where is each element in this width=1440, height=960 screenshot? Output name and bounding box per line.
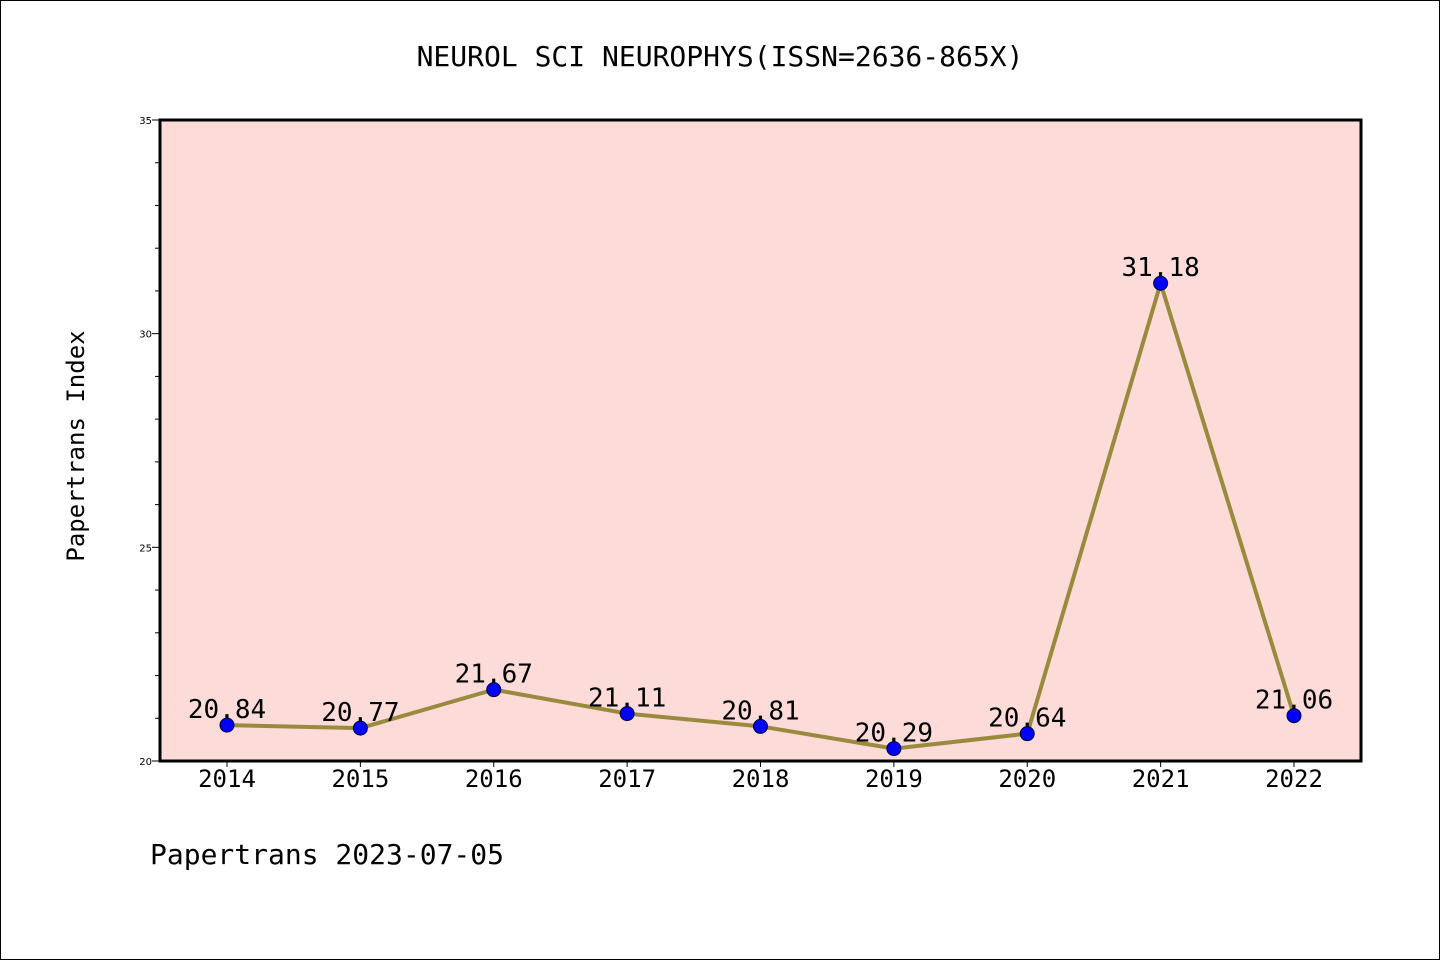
data-point xyxy=(753,718,768,734)
data-label: 21.06 xyxy=(1255,686,1333,716)
data-label: 21.67 xyxy=(455,660,533,690)
x-tick-label: 2021 xyxy=(1132,765,1190,793)
data-point xyxy=(619,706,635,722)
y-tick-label: 35 xyxy=(139,116,152,127)
x-tick-label: 2015 xyxy=(331,765,389,793)
data-point xyxy=(1153,275,1169,291)
series-group: 20.84 20.77 21.67 21.11 20.81 20.29 20.64 31.18… xyxy=(188,253,1333,757)
data-point xyxy=(886,741,902,757)
data-point xyxy=(1286,708,1302,724)
data-label: 20.64 xyxy=(988,704,1066,734)
data-label: 20.84 xyxy=(188,695,266,725)
x-tick-label: 2019 xyxy=(865,765,923,793)
y-tick-label: 30 xyxy=(139,330,152,341)
chart-title: NEUROL SCI NEUROPHYS(ISSN=2636-865X) xyxy=(417,40,1024,73)
y-tick-label: 25 xyxy=(139,543,152,554)
x-tick-label: 2018 xyxy=(732,765,790,793)
x-tick-label: 2022 xyxy=(1265,765,1323,793)
x-axis: 2014 2015 2016 2017 2018 2019 2020 2021 2022 xyxy=(198,761,1323,793)
data-point xyxy=(1019,726,1035,742)
x-tick-label: 2014 xyxy=(198,765,256,793)
y-axis-label: Papertrans Index xyxy=(62,330,90,561)
x-tick-label: 2017 xyxy=(598,765,656,793)
data-point xyxy=(352,720,368,736)
data-label: 20.77 xyxy=(321,698,399,728)
data-label: 31.18 xyxy=(1121,253,1199,283)
data-point xyxy=(219,717,235,733)
data-label: 21.11 xyxy=(588,684,666,714)
y-axis: 20 25 30 35 xyxy=(139,116,160,768)
y-tick-label: 20 xyxy=(139,757,152,768)
data-point xyxy=(486,682,502,698)
x-tick-label: 2016 xyxy=(465,765,523,793)
data-label: 20.29 xyxy=(855,719,933,749)
plot-area xyxy=(158,118,1363,763)
footer-text: Papertrans 2023-07-05 xyxy=(150,838,504,871)
x-tick-label: 2020 xyxy=(998,765,1056,793)
data-label: 20.81 xyxy=(721,696,799,726)
